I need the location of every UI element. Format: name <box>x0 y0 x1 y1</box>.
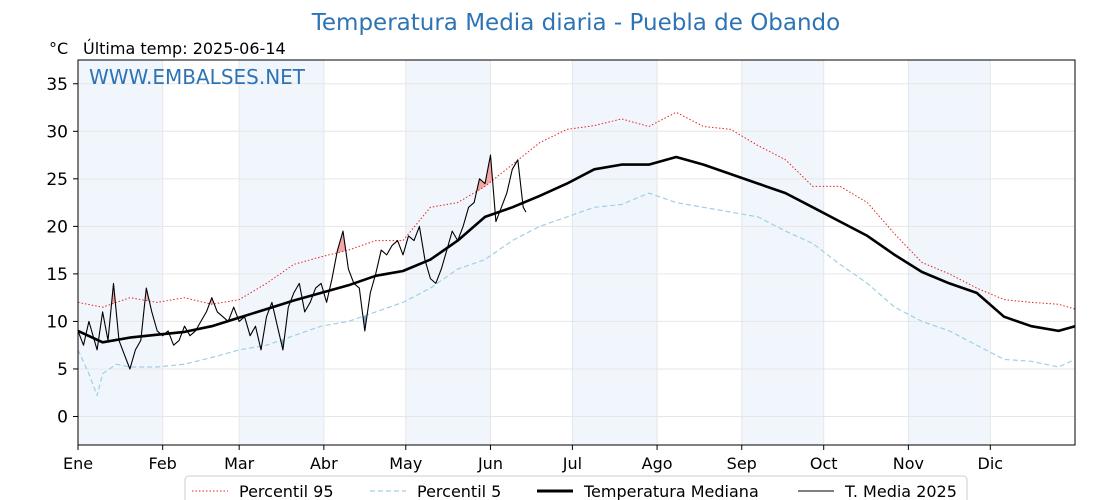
y-tick-label: 20 <box>46 217 68 237</box>
month-shading <box>78 60 991 445</box>
x-tick-label: Abr <box>310 454 338 473</box>
x-tick-label: Mar <box>224 454 255 473</box>
watermark-text: WWW.EMBALSES.NET <box>89 65 306 89</box>
month-shade-may <box>405 60 491 445</box>
series-line-temperatura-mediana <box>77 155 1076 344</box>
x-tick-label: Jun <box>477 454 503 473</box>
y-tick-label: 0 <box>57 407 68 427</box>
x-tick-label: May <box>389 454 422 473</box>
legend: Percentil 95 Percentil 5 Temperatura Med… <box>184 475 968 500</box>
series-line-percentil-5 <box>77 192 1076 397</box>
y-tick-label: 10 <box>46 312 68 332</box>
x-tick-label: Feb <box>149 454 177 473</box>
y-tick-label: 5 <box>57 360 68 380</box>
last-update-label: Última temp: 2025-06-14 <box>83 39 286 58</box>
above-p95-fill <box>476 155 492 192</box>
month-shade-ene <box>78 60 163 445</box>
above-p95-fill <box>210 297 214 305</box>
x-tick-label: Jul <box>562 454 582 473</box>
y-tick-label: 35 <box>46 75 68 95</box>
x-tick-label: Ago <box>642 454 673 473</box>
legend-label-p5: Percentil 5 <box>417 482 501 500</box>
series-line-percentil-95 <box>77 111 1076 310</box>
above-p95-fill <box>112 283 115 304</box>
legend-label-median: Temperatura Mediana <box>583 482 759 500</box>
month-shade-sep <box>741 60 824 445</box>
legend-box <box>184 475 968 500</box>
x-tick-label: Sep <box>727 454 757 473</box>
month-shade-nov <box>908 60 991 445</box>
y-tick-label: 25 <box>46 170 68 190</box>
month-shade-jul <box>572 60 658 445</box>
y-tick-label: 30 <box>46 122 68 142</box>
x-tick-label: Nov <box>893 454 924 473</box>
legend-label-p95: Percentil 95 <box>239 482 334 500</box>
x-tick-label: Dic <box>978 454 1004 473</box>
below-p5-fill <box>363 315 367 331</box>
y-tick-label: 15 <box>46 265 68 285</box>
series-lines <box>77 111 1076 397</box>
y-axis-unit-label: °C <box>49 39 68 58</box>
y-ticks: 0 5 10 15 20 25 30 35 <box>46 75 78 427</box>
chart-title: Temperatura Media diaria - Puebla de Oba… <box>311 10 840 36</box>
x-tick-label: Oct <box>810 454 838 473</box>
plot-frame <box>77 59 1076 446</box>
x-ticks: Ene Feb Mar Abr May Jun Jul Ago Sep Oct Nov Dic <box>63 445 1003 473</box>
legend-label-current: T. Media 2025 <box>844 482 957 500</box>
x-tick-label: Ene <box>63 454 93 473</box>
series-line-t-media-2025 <box>77 154 527 370</box>
month-shade-mar <box>239 60 324 445</box>
